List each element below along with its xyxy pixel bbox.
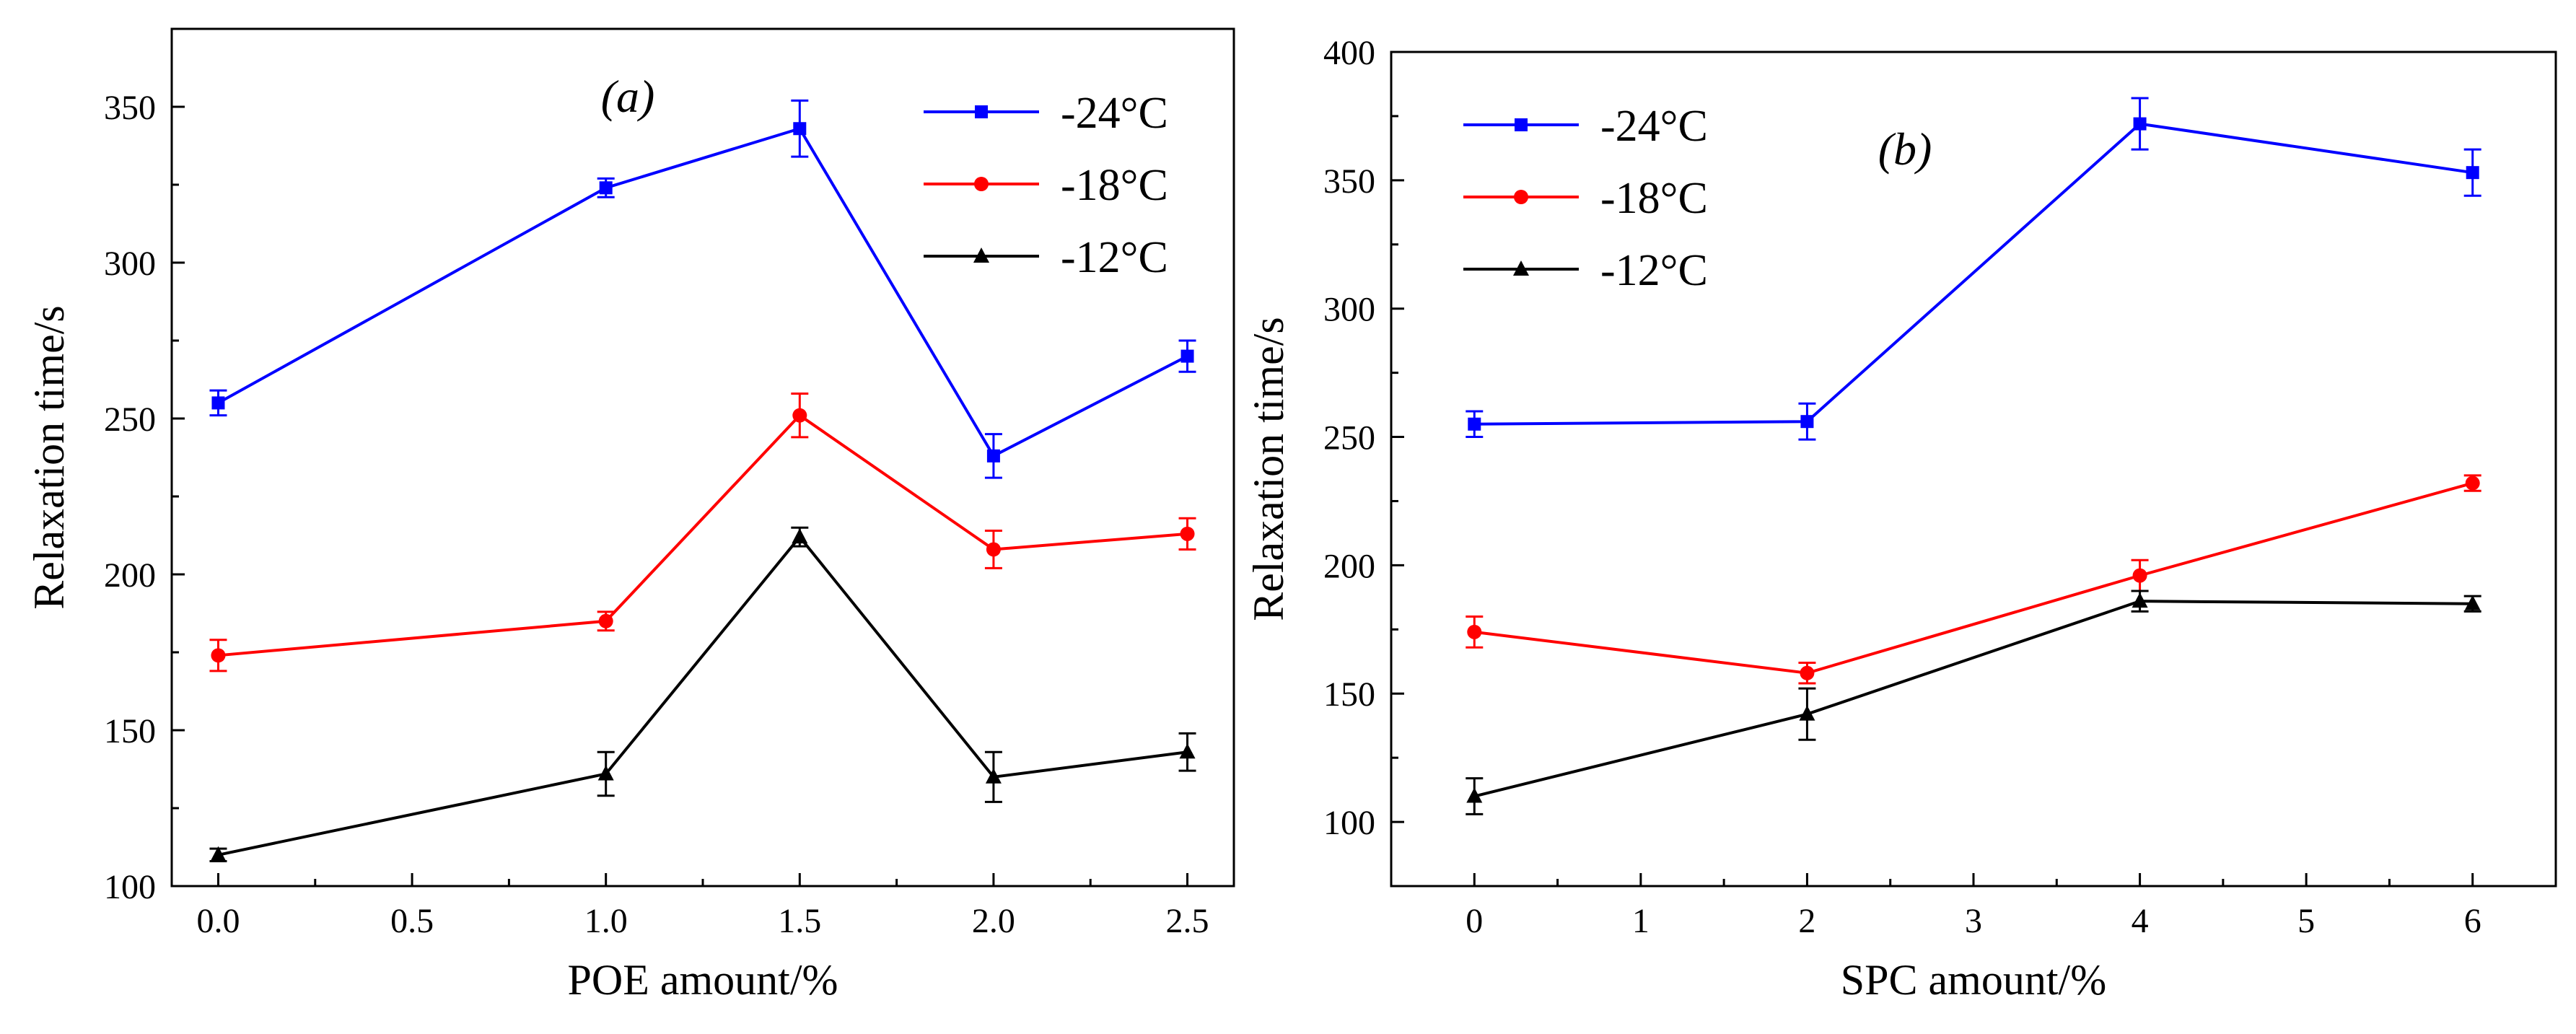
data-point [599, 181, 613, 195]
legend-label: -24°C [1600, 102, 1708, 151]
y-tick-label: 250 [104, 400, 156, 439]
data-point [1468, 417, 1481, 431]
y-tick-label: 200 [1323, 547, 1375, 585]
data-point [210, 846, 227, 862]
panel-label: (b) [1878, 123, 1932, 175]
y-tick-label: 200 [104, 556, 156, 595]
data-point [792, 528, 808, 544]
x-tick-label: 1.0 [584, 902, 628, 940]
x-tick-label: 3 [1965, 902, 1982, 940]
legend-label: -12°C [1061, 233, 1168, 282]
legend-label: -24°C [1061, 89, 1168, 138]
chart-panel-b: 0 1 2 3 4 5 6 100 150 200 250 300 350 400 SPC amount/%… [1245, 34, 2557, 1004]
legend-marker [1515, 118, 1528, 131]
panel-label: (a) [601, 71, 655, 122]
x-tick-label: 6 [2464, 902, 2481, 940]
data-point [2132, 568, 2147, 583]
x-tick-label: 2.5 [1166, 902, 1209, 940]
y-tick-label: 100 [104, 868, 156, 906]
data-point [2132, 592, 2148, 608]
x-tick-label: 0.0 [196, 902, 240, 940]
x-tick-label: 2 [1798, 902, 1815, 940]
data-point [1800, 415, 1814, 429]
data-point [1467, 624, 1482, 639]
y-tick-label: 150 [104, 712, 156, 750]
data-point [986, 542, 1001, 557]
x-tick-label: 2.0 [972, 902, 1015, 940]
legend-label: -12°C [1600, 246, 1708, 295]
data-point [598, 613, 613, 628]
legend-marker [973, 247, 989, 263]
legend-marker [1514, 190, 1528, 204]
data-point [985, 768, 1002, 784]
legend-marker [1513, 260, 1529, 276]
data-point [1180, 526, 1195, 541]
series-2 [1466, 590, 2481, 815]
y-axis-title: Relaxation time/s [1245, 317, 1292, 621]
chart-panel-a: 0.0 0.5 1.0 1.5 2.0 2.5 100 150 200 250 300 350 POE … [25, 27, 1235, 1004]
x-axis-title: POE amount/% [568, 956, 838, 1004]
series-2 [209, 526, 1196, 862]
x-tick-label: 0 [1466, 902, 1483, 940]
y-tick-label: 250 [1323, 419, 1375, 457]
y-axis-title: Relaxation time/s [25, 305, 73, 610]
data-point [2465, 476, 2480, 491]
y-tick-label: 350 [1323, 162, 1375, 201]
y-tick-label: 100 [1323, 804, 1375, 842]
legend-marker [975, 105, 988, 118]
x-tick-label: 0.5 [390, 902, 434, 940]
series-line [1474, 122, 2474, 426]
y-tick-label: 400 [1323, 34, 1375, 72]
data-point [597, 765, 614, 781]
y-tick-label: 300 [104, 245, 156, 283]
data-point [211, 648, 226, 663]
legend-label: -18°C [1600, 174, 1708, 223]
data-point [793, 122, 807, 136]
x-tick-label: 4 [2132, 902, 2149, 940]
x-axis-title: SPC amount/% [1841, 956, 2106, 1004]
data-point [792, 408, 807, 423]
legend-marker [974, 177, 989, 191]
series-1 [1466, 474, 2481, 685]
x-tick-label: 1.5 [778, 902, 821, 940]
data-point [2133, 117, 2147, 131]
y-tick-label: 150 [1323, 675, 1375, 714]
y-tick-label: 350 [104, 89, 156, 127]
data-point [1179, 743, 1196, 759]
legend-label: -18°C [1061, 161, 1168, 210]
series-line [1474, 481, 2474, 675]
data-point [986, 449, 1000, 463]
data-point [2464, 595, 2481, 610]
data-point [1799, 705, 1815, 721]
series-1 [209, 392, 1196, 672]
data-point [1180, 349, 1194, 363]
series-0 [209, 99, 1196, 479]
series-0 [1466, 97, 2481, 441]
x-tick-label: 1 [1632, 902, 1650, 940]
data-point [211, 396, 225, 410]
data-point [1800, 665, 1815, 680]
data-point [1466, 787, 1483, 803]
y-tick-label: 300 [1323, 291, 1375, 329]
series-line [1473, 600, 2473, 798]
x-tick-label: 5 [2297, 902, 2315, 940]
data-point [2466, 166, 2479, 180]
